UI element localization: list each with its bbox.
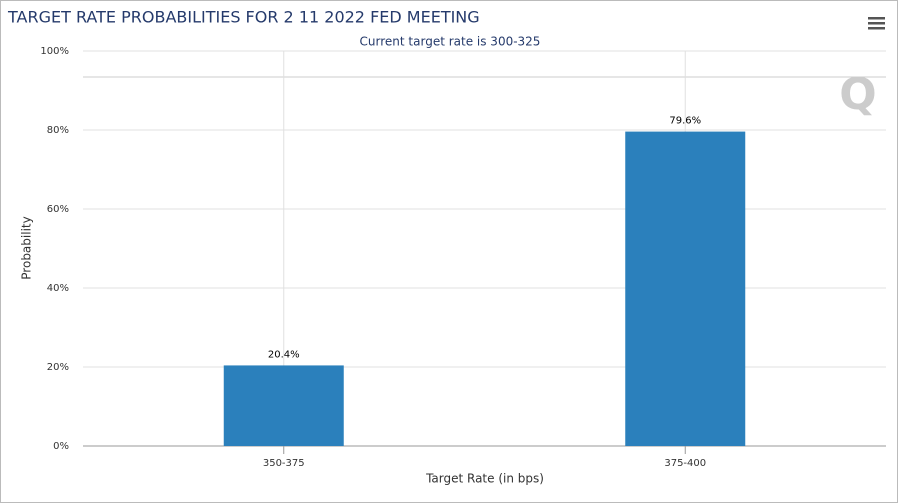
y-tick-label: 80%	[47, 125, 69, 136]
y-tick-label: 40%	[47, 283, 69, 294]
data-label: 20.4%	[268, 349, 300, 360]
y-tick-label: 20%	[47, 362, 69, 373]
x-axis-label: Target Rate (in bps)	[425, 472, 544, 486]
chart-subtitle: Current target rate is 300-325	[360, 35, 541, 49]
x-tick-label: 350-375	[263, 458, 305, 469]
menu-icon[interactable]	[868, 17, 885, 30]
y-tick-label: 60%	[47, 204, 69, 215]
data-label: 79.6%	[669, 116, 701, 127]
y-tick-label: 100%	[40, 46, 69, 57]
chart-title: TARGET RATE PROBABILITIES FOR 2 11 2022 …	[7, 8, 480, 27]
y-tick-label: 0%	[53, 441, 69, 452]
y-axis-label: Probability	[20, 216, 34, 279]
bar	[625, 131, 746, 446]
bar	[223, 365, 344, 446]
x-tick-label: 375-400	[664, 458, 706, 469]
